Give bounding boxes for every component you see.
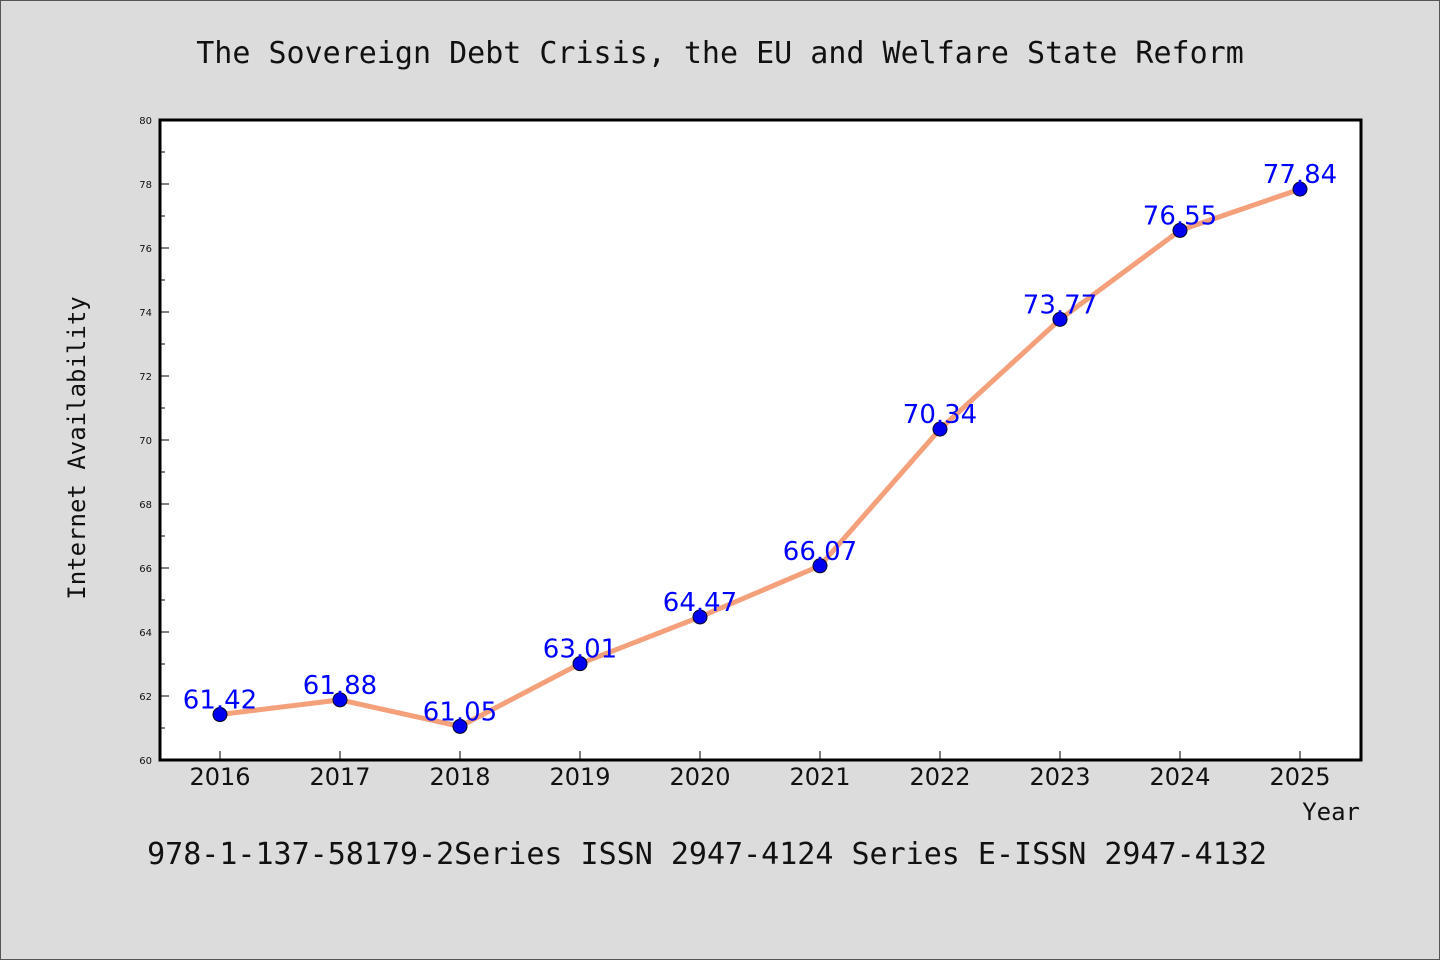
plot-area: [158, 118, 1363, 762]
x-tick-label: 2022: [909, 763, 970, 791]
y-tick-label: 60: [139, 756, 152, 767]
y-tick-label: 66: [139, 564, 152, 575]
x-axis-label: Year: [1302, 798, 1360, 826]
x-tick-label: 2024: [1149, 763, 1210, 791]
data-point-marker: [932, 421, 948, 437]
data-value-label: 76.55: [1143, 201, 1217, 231]
y-tick-label: 64: [139, 628, 152, 639]
data-point-marker: [1172, 222, 1188, 238]
data-point-marker: [692, 609, 708, 625]
y-tick-label: 78: [139, 180, 152, 191]
y-tick-label: 80: [139, 116, 152, 127]
data-value-label: 61.88: [303, 671, 377, 701]
data-labels: 61.42 61.88 61.05 63.01 64.47 66.07 70.34 73.77…: [183, 160, 1337, 727]
x-tick-label: 2021: [789, 763, 850, 791]
data-point-marker: [212, 707, 228, 723]
x-tick-label: 2020: [669, 763, 730, 791]
chart-title: The Sovereign Debt Crisis, the EU and We…: [196, 36, 1244, 71]
data-markers: [212, 181, 1308, 734]
y-tick-label: 74: [139, 308, 152, 319]
y-tick-label: 62: [139, 692, 152, 703]
x-tick-label: 2019: [549, 763, 610, 791]
data-value-label: 70.34: [903, 400, 977, 430]
y-axis: 60 62 64 66 68 70 72 74 76 78 80: [139, 116, 169, 767]
data-value-label: 66.07: [783, 537, 857, 567]
x-tick-label: 2023: [1029, 763, 1090, 791]
y-tick-label: 72: [139, 372, 152, 383]
series-polyline: [219, 186, 1301, 729]
data-point-marker: [1052, 311, 1068, 327]
data-value-label: 73.77: [1023, 290, 1097, 320]
y-tick-label: 70: [139, 436, 152, 447]
data-value-label: 63.01: [543, 635, 617, 665]
footer-isbn-text: 978-1-137-58179-2Series ISSN 2947-4124 S…: [147, 837, 1267, 872]
y-tick-label: 76: [139, 244, 152, 255]
data-value-label: 61.05: [423, 697, 497, 727]
x-axis: 2016 2017 2018 2019 2020 2021 2022 2023 2024 2025: [189, 751, 1331, 791]
x-tick-label: 2017: [309, 763, 370, 791]
data-point-marker: [812, 558, 828, 574]
data-value-label: 77.84: [1263, 160, 1337, 190]
series-line: [219, 186, 1301, 729]
data-point-marker: [572, 656, 588, 672]
x-tick-label: 2025: [1269, 763, 1330, 791]
y-tick-label: 68: [139, 500, 152, 511]
data-point-marker: [1292, 181, 1308, 197]
x-tick-label: 2018: [429, 763, 490, 791]
data-value-label: 61.42: [183, 686, 257, 716]
x-tick-label: 2016: [189, 763, 250, 791]
data-point-marker: [452, 718, 468, 734]
y-axis-label: Internet Availability: [63, 296, 91, 599]
data-value-label: 64.47: [663, 588, 737, 618]
data-point-marker: [332, 692, 348, 708]
